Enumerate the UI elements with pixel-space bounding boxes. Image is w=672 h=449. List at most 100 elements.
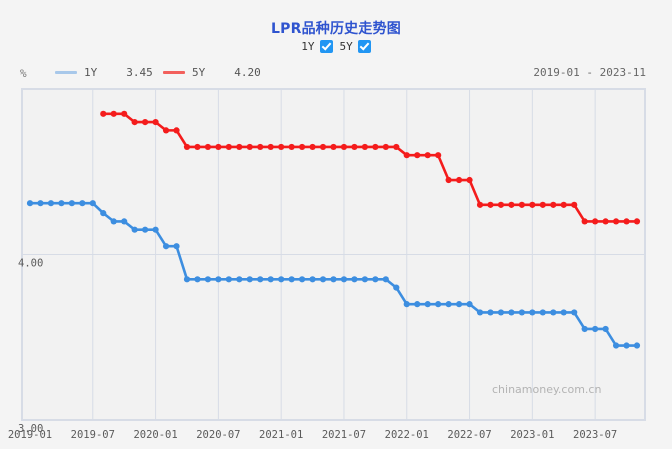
data-point-1y — [414, 301, 421, 308]
data-point-1y — [267, 276, 274, 283]
x-tick-label: 2023-07 — [573, 429, 617, 441]
data-point-5y — [204, 143, 212, 151]
x-tick-label: 2023-01 — [510, 429, 554, 441]
data-point-5y — [100, 110, 107, 117]
checkbox-5y-icon[interactable] — [357, 40, 371, 53]
data-point-5y — [581, 218, 588, 225]
data-point-1y — [246, 276, 253, 283]
data-point-5y — [602, 218, 609, 225]
x-tick-label: 2022-07 — [447, 429, 491, 441]
data-point-1y — [68, 200, 75, 207]
legend-item-1y[interactable]: 1Y 3.45 — [55, 66, 153, 79]
data-point-5y — [121, 110, 128, 117]
data-point-5y — [110, 110, 117, 117]
data-point-5y — [267, 143, 274, 151]
data-point-5y — [403, 152, 410, 159]
data-point-5y — [257, 143, 264, 151]
data-point-1y — [183, 276, 191, 283]
data-point-1y — [476, 309, 484, 316]
checkbox-1y-icon[interactable] — [319, 40, 333, 53]
data-point-1y — [508, 309, 515, 316]
data-point-5y — [476, 201, 484, 208]
data-point-5y — [225, 143, 232, 151]
toggle-5y[interactable]: 5Y — [340, 40, 371, 53]
data-point-5y — [142, 119, 149, 126]
data-point-5y — [382, 143, 389, 151]
data-point-5y — [560, 201, 567, 208]
data-point-1y — [110, 218, 117, 225]
legend-swatch-5y — [163, 71, 185, 74]
data-point-5y — [361, 143, 368, 151]
data-point-5y — [445, 176, 452, 184]
data-point-1y — [173, 243, 180, 250]
data-point-5y — [215, 143, 222, 151]
x-tick-label: 2021-07 — [322, 429, 366, 441]
x-tick-label: 2019-07 — [71, 429, 115, 441]
data-point-5y — [173, 127, 180, 134]
data-point-1y — [518, 309, 525, 316]
data-point-1y — [299, 276, 306, 283]
data-point-1y — [361, 276, 368, 283]
data-point-1y — [47, 200, 55, 207]
data-point-5y — [152, 119, 159, 126]
data-point-1y — [121, 218, 128, 225]
data-point-5y — [529, 201, 536, 208]
data-point-1y — [550, 309, 557, 316]
legend: % 1Y 3.45 5Y 4.20 2019-01 - 2023-11 — [0, 66, 672, 84]
data-point-1y — [236, 276, 243, 283]
data-point-1y — [372, 276, 379, 283]
data-point-1y — [319, 276, 327, 283]
data-point-5y — [236, 143, 243, 151]
y-tick-label: 3.00 — [18, 423, 43, 435]
data-point-5y — [612, 218, 620, 225]
data-point-1y — [466, 301, 473, 308]
data-point-5y — [162, 127, 170, 134]
data-point-5y — [550, 201, 557, 208]
toggle-1y[interactable]: 1Y — [301, 40, 333, 53]
data-point-5y — [414, 152, 421, 159]
data-point-1y — [225, 276, 232, 283]
x-tick-label: 2021-01 — [259, 429, 303, 441]
data-point-1y — [152, 226, 159, 233]
legend-label-1y: 1Y — [84, 66, 98, 79]
data-point-1y — [424, 301, 431, 308]
data-point-5y — [246, 143, 253, 151]
data-point-5y — [466, 176, 473, 184]
data-point-1y — [37, 200, 44, 207]
y-tick-label: 4.00 — [18, 258, 43, 270]
x-tick-label: 2022-01 — [385, 429, 429, 441]
page-title: LPR品种历史走势图 — [271, 21, 401, 37]
data-point-1y — [403, 301, 410, 308]
data-point-1y — [79, 200, 86, 207]
data-point-1y — [26, 200, 34, 207]
watermark-label: chinamoney.com.cn — [492, 383, 602, 396]
data-point-1y — [592, 325, 599, 333]
data-point-1y — [288, 276, 295, 283]
data-point-5y — [372, 143, 379, 151]
data-point-5y — [623, 218, 630, 225]
x-tick-label: 2019-01 — [8, 429, 52, 441]
data-point-5y — [487, 201, 494, 208]
data-point-1y — [278, 276, 285, 283]
data-point-5y — [633, 218, 641, 225]
data-point-1y — [142, 226, 149, 233]
data-point-1y — [58, 200, 65, 207]
legend-value-5y: 4.20 — [234, 66, 261, 79]
data-point-5y — [330, 143, 337, 151]
x-tick-label: 2020-01 — [133, 429, 177, 441]
data-point-5y — [435, 152, 442, 159]
data-point-5y — [508, 201, 515, 208]
data-point-5y — [131, 119, 138, 126]
legend-swatch-1y — [55, 71, 77, 74]
series-line-5y — [101, 112, 639, 223]
legend-item-5y[interactable]: 5Y 4.20 — [163, 66, 261, 79]
data-point-1y — [100, 210, 107, 217]
data-point-1y — [612, 342, 620, 349]
data-point-1y — [602, 325, 609, 333]
data-point-1y — [131, 226, 138, 233]
data-point-1y — [455, 301, 463, 308]
toggle-1y-label: 1Y — [301, 40, 315, 53]
data-point-1y — [623, 342, 630, 349]
